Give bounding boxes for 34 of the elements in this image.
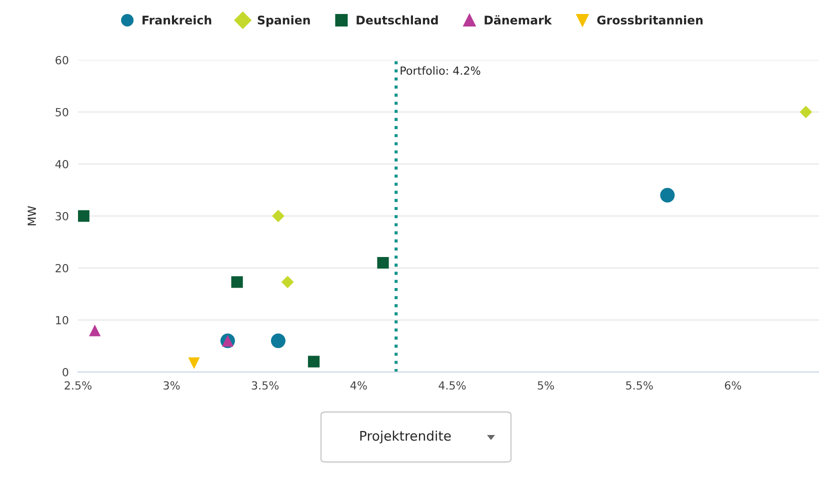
point [188, 357, 200, 369]
y-tick-label: 40 [55, 160, 68, 168]
point [800, 106, 812, 118]
x-tick-label: 4.5% [438, 381, 466, 390]
x-tick-label: 5.5% [626, 381, 653, 390]
x-tick-label: 6% [724, 381, 742, 390]
legend-label: Deutschland [356, 15, 438, 25]
x-axis-title: Projektrendite [360, 430, 451, 444]
x-tick-label: 4% [350, 381, 367, 390]
point [281, 276, 294, 288]
y-tick-label: 50 [56, 108, 68, 116]
y-tick-label: 60 [56, 56, 68, 64]
point [78, 210, 90, 222]
point [308, 356, 320, 368]
point [660, 188, 675, 202]
x-tick-label: 5% [538, 381, 554, 390]
legend-label: Spanien [258, 15, 310, 27]
legend-label: Grossbritannien [597, 15, 703, 25]
point [270, 334, 286, 348]
y-tick-label: 30 [56, 212, 68, 220]
ref-line-label: Portfolio: 4.2% [400, 66, 480, 75]
y-tick-label: 0 [62, 368, 68, 376]
point [272, 210, 284, 222]
x-tick-label: 2.5% [64, 381, 92, 390]
y-tick-label: 10 [56, 316, 68, 324]
y-axis-title: MW [28, 206, 36, 226]
y-tick-label: 20 [56, 264, 68, 272]
legend-label: Frankreich [142, 15, 212, 25]
x-tick-label: 3.5% [252, 381, 279, 390]
legend-label: Dänemark [484, 15, 552, 25]
x-tick-label: 3% [164, 381, 180, 390]
point [231, 276, 243, 288]
point [89, 324, 101, 336]
point [377, 256, 389, 269]
